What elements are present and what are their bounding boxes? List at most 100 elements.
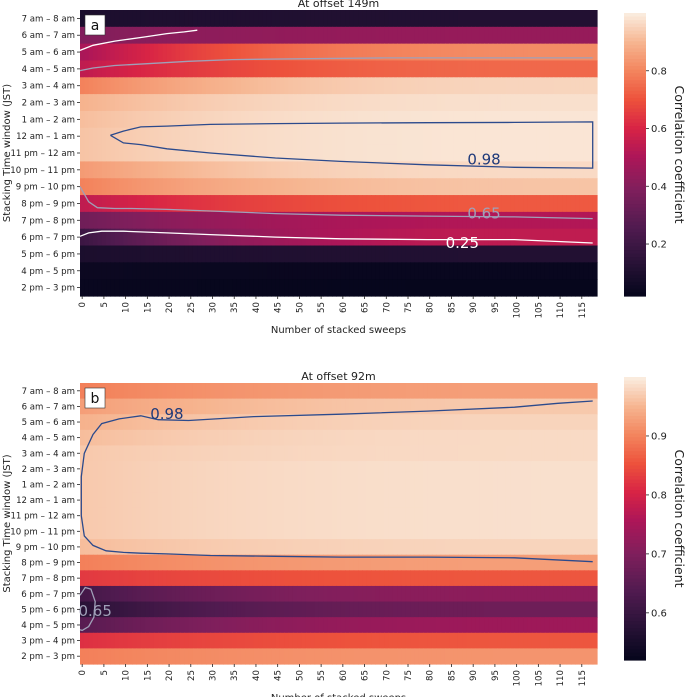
heatmap-cell [101,94,107,112]
heatmap-cell [345,461,350,478]
heatmap-cell [418,429,424,447]
heatmap-cell [531,445,537,462]
heatmap-cell [475,445,481,462]
heatmap-cell [318,127,324,146]
heatmap-cell [331,110,337,129]
heatmap-cell [197,228,203,247]
heatmap-cell [236,414,242,431]
heatmap-cell [271,195,277,213]
heatmap-cell [279,262,285,280]
heatmap-cell [453,617,459,634]
heatmap-cell [232,507,238,525]
heatmap-cell [566,195,572,213]
heatmap-cell [566,77,572,95]
heatmap-cell [418,554,424,571]
heatmap-cell [132,570,138,587]
heatmap-cell [540,195,546,213]
heatmap-cell [210,601,216,618]
heatmap-cell [301,648,307,665]
heatmap-cell [453,161,459,179]
heatmap-cell [453,60,459,78]
heatmap-cell [97,228,103,247]
heatmap-cell [197,632,203,649]
heatmap-cell [110,110,116,129]
heatmap-cell [375,445,381,462]
heatmap-cell [123,429,129,447]
heatmap-cell [314,507,320,525]
heatmap-cell [184,127,190,146]
heatmap-cell [279,245,285,263]
heatmap-cell [392,110,398,129]
heatmap-cell [184,585,190,603]
heatmap-cell [366,648,372,665]
heatmap-cell [523,26,529,45]
heatmap-cell [210,429,216,447]
heatmap-cell [588,228,594,247]
heatmap-cell [318,585,324,603]
heatmap-cell [570,398,576,415]
heatmap-cell [401,195,407,213]
heatmap-cell [205,383,211,400]
heatmap-cell [184,554,190,571]
heatmap-cell [549,539,555,556]
heatmap-cell [93,570,98,587]
heatmap-cell [492,476,498,493]
heatmap-cell [132,228,138,247]
heatmap-cell [310,414,316,431]
heatmap-cell [392,195,398,213]
heatmap-cell [136,507,142,525]
heatmap-cell [353,245,359,263]
heatmap-cell [205,398,211,415]
heatmap-cell [84,492,90,509]
heatmap-cell [305,476,311,493]
heatmap-cell [353,492,359,509]
heatmap-cell [388,585,394,603]
heatmap-cell [201,585,207,603]
heatmap-cell [557,228,563,247]
heatmap-cell [583,10,589,28]
heatmap-cell [327,445,333,462]
heatmap-cell [162,161,168,179]
heatmap-cell [497,26,503,45]
heatmap-cell [136,127,142,146]
heatmap-cell [345,262,350,280]
heatmap-cell [223,429,229,447]
heatmap-cell [297,554,303,571]
heatmap-cell [553,110,559,129]
heatmap-cell [531,245,537,263]
heatmap-cell [475,94,481,112]
heatmap-cell [362,144,368,163]
heatmap-cell [366,228,372,247]
heatmap-cell [466,127,472,146]
heatmap-cell [223,262,229,280]
heatmap-cell [484,10,489,28]
heatmap-cell [145,144,151,163]
heatmap-cell [245,585,251,603]
heatmap-cell [327,195,333,213]
heatmap-cell [223,26,229,45]
x-tick-label: 25 [187,302,197,313]
heatmap-cell [475,429,481,447]
heatmap-cell [549,60,555,78]
heatmap-cell [232,492,238,509]
heatmap-cell [318,279,324,297]
heatmap-cell [127,648,133,665]
heatmap-cell [371,383,377,400]
heatmap-cell [514,570,520,587]
heatmap-cell [284,476,290,493]
heatmap-cell [540,211,546,230]
heatmap-cell [349,461,355,478]
heatmap-cell [540,144,546,163]
heatmap-cell [305,195,311,213]
heatmap-cell [497,211,503,230]
heatmap-cell [514,632,520,649]
heatmap-cell [488,110,494,129]
heatmap-cell [275,245,281,263]
heatmap-cell [371,585,377,603]
heatmap-cell [171,461,177,478]
heatmap-cell [457,279,463,297]
heatmap-cell [414,601,420,618]
heatmap-cell [583,60,589,78]
heatmap-cell [227,127,233,146]
heatmap-cell [557,94,563,112]
